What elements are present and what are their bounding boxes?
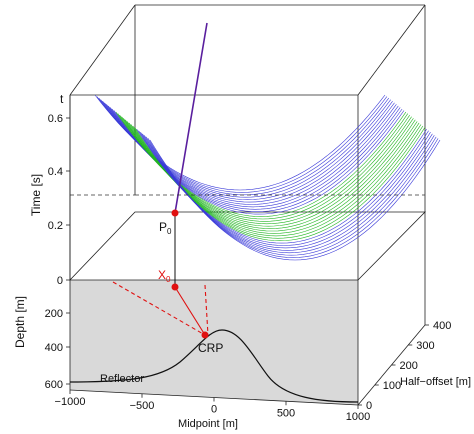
time-axis-label: Time [s]: [29, 174, 43, 216]
time-tick-label: 0.2: [48, 220, 63, 232]
depth-tick-label: 600: [45, 379, 63, 391]
halfoffset-axis-label: Half−offset [m]: [400, 376, 471, 388]
depth-axis-label: Depth [m]: [13, 296, 27, 348]
reflector-curve: [69, 329, 359, 403]
ray-dashed-right: [204, 284, 209, 336]
time-tick-label: 0: [57, 275, 63, 287]
time-tick-label: 0.4: [48, 166, 63, 178]
halfoffset-axis: 0 100 200 300 400 Half−offset [m]: [358, 320, 471, 412]
seismic-trace: [149, 139, 441, 261]
midpoint-axis: −1000 −500 0 500 1000 Midpoint [m]: [55, 390, 370, 430]
reflector-label: Reflector: [100, 373, 144, 385]
midpoint-tick-label: −500: [130, 400, 155, 412]
midpoint-tick-label: 0: [211, 404, 217, 416]
ray-paths: [112, 281, 209, 336]
crp-point: [201, 331, 209, 339]
halfoffset-tick-label: 0: [366, 400, 372, 412]
depth-panel: [70, 280, 358, 405]
ray-normal: [174, 286, 206, 336]
highlight-trace: [174, 22, 208, 214]
midpoint-tick-label: 1000: [346, 411, 370, 423]
ray-dashed-left: [112, 281, 206, 336]
halfoffset-tick-label: 200: [400, 360, 418, 372]
halfoffset-tick-label: 100: [383, 380, 401, 392]
midpoint-tick-label: 500: [277, 407, 295, 419]
p0-point: [171, 209, 179, 217]
time-axis-letter: t: [60, 92, 64, 106]
midpoint-tick-label: −1000: [55, 396, 86, 408]
halfoffset-tick-label: 400: [433, 320, 451, 332]
halfoffset-tick-label: 300: [416, 340, 434, 352]
time-axis: t Time [s] 0 0.2 0.4 0.6: [29, 92, 71, 287]
depth-axis: Depth [m] 200 400 600: [13, 296, 70, 391]
midpoint-axis-label: Midpoint [m]: [178, 418, 238, 430]
x0-label: X0: [158, 268, 171, 284]
p0-label: P0: [159, 220, 172, 236]
seismic-traces: [94, 22, 441, 261]
crp-label: CRP: [198, 341, 223, 355]
depth-tick-label: 200: [45, 308, 63, 320]
depth-tick-label: 400: [45, 342, 63, 354]
x0-point: [171, 283, 179, 291]
time-tick-label: 0.6: [48, 113, 63, 125]
